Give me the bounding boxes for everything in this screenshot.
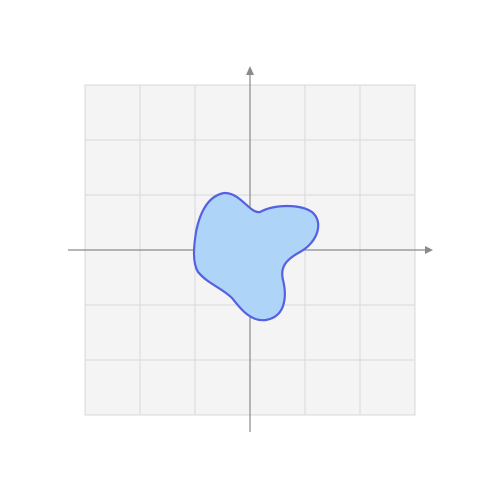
x-axis-arrowhead [425,246,433,254]
y-axis-arrowhead [246,66,254,75]
blob-shape [192,191,320,322]
